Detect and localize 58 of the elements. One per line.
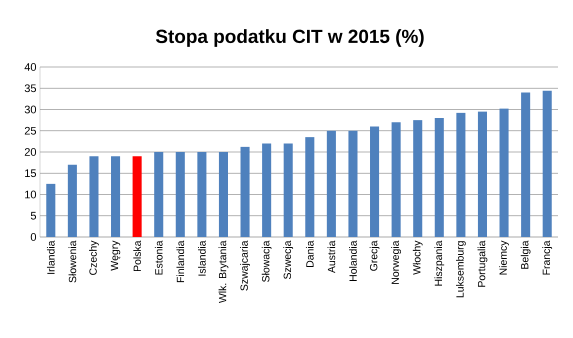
- y-tick-label: 30: [24, 106, 36, 114]
- bar: [89, 156, 98, 237]
- bar: [456, 112, 466, 237]
- x-tick-label: Francja: [542, 240, 552, 275]
- x-tick-label: Dania: [306, 240, 314, 267]
- x-tick-label: Belgia: [520, 240, 531, 269]
- bar: [218, 152, 228, 237]
- x-tick-label: Norwegia: [391, 240, 402, 284]
- y-tick-label: 10: [25, 190, 36, 198]
- x-tick-label: Słowenia: [68, 240, 76, 282]
- bar: [521, 92, 530, 237]
- bar: [68, 164, 77, 237]
- x-tick-label: Portugalia: [478, 240, 488, 287]
- x-tick-label: Szwajcaria: [240, 240, 250, 291]
- x-tick-label: Islandia: [198, 240, 206, 276]
- x-tick-label: Holandia: [349, 240, 357, 281]
- y-tick-label: 35: [24, 84, 36, 92]
- x-tick-label: Szwecja: [283, 240, 294, 280]
- bar: [197, 152, 206, 237]
- bar: [154, 152, 164, 237]
- y-tick-label: 5: [30, 212, 36, 220]
- x-tick-label: Grecja: [370, 240, 380, 271]
- y-tick-label: 40: [24, 63, 36, 71]
- bar: [478, 112, 487, 237]
- bar: [46, 184, 56, 237]
- x-tick-label: Austria: [328, 240, 336, 274]
- bar: [413, 120, 422, 237]
- x-tick-label: Słowacja: [262, 240, 272, 282]
- x-tick-label: Estonia: [154, 240, 163, 275]
- y-tick-label: 15: [25, 169, 36, 178]
- y-tick-label: 20: [24, 148, 36, 156]
- x-tick-label: Polska: [133, 240, 141, 272]
- x-tick-label: Luksemburg: [456, 241, 466, 298]
- bar: [392, 122, 401, 237]
- x-tick-label: Irlandia: [46, 240, 55, 274]
- y-tick-label: 25: [24, 126, 36, 135]
- bar: [284, 144, 293, 237]
- bar: [326, 130, 336, 237]
- x-tick-label: Wlk. Brytania: [218, 240, 228, 304]
- x-tick-label: Włochy: [412, 240, 423, 275]
- bar: [370, 126, 380, 237]
- bar: [348, 130, 358, 237]
- bar: [542, 90, 552, 237]
- bar: [305, 137, 314, 237]
- bar: [500, 108, 509, 237]
- x-tick-label: Finlandia: [176, 240, 184, 282]
- x-tick-label: Niemcy: [499, 240, 509, 275]
- chart-title: Stopa podatku CIT w 2015 (%): [156, 29, 424, 47]
- bar: [111, 156, 120, 237]
- bar: [240, 146, 250, 237]
- bar: [262, 144, 272, 237]
- bar: [176, 152, 185, 237]
- x-tick-label: Węgry: [110, 240, 120, 271]
- y-tick-label: 0: [30, 233, 36, 241]
- bar: [132, 156, 142, 237]
- bar: [434, 118, 444, 237]
- x-tick-label: Czechy: [89, 240, 99, 275]
- x-tick-label: Hiszpania: [434, 240, 444, 286]
